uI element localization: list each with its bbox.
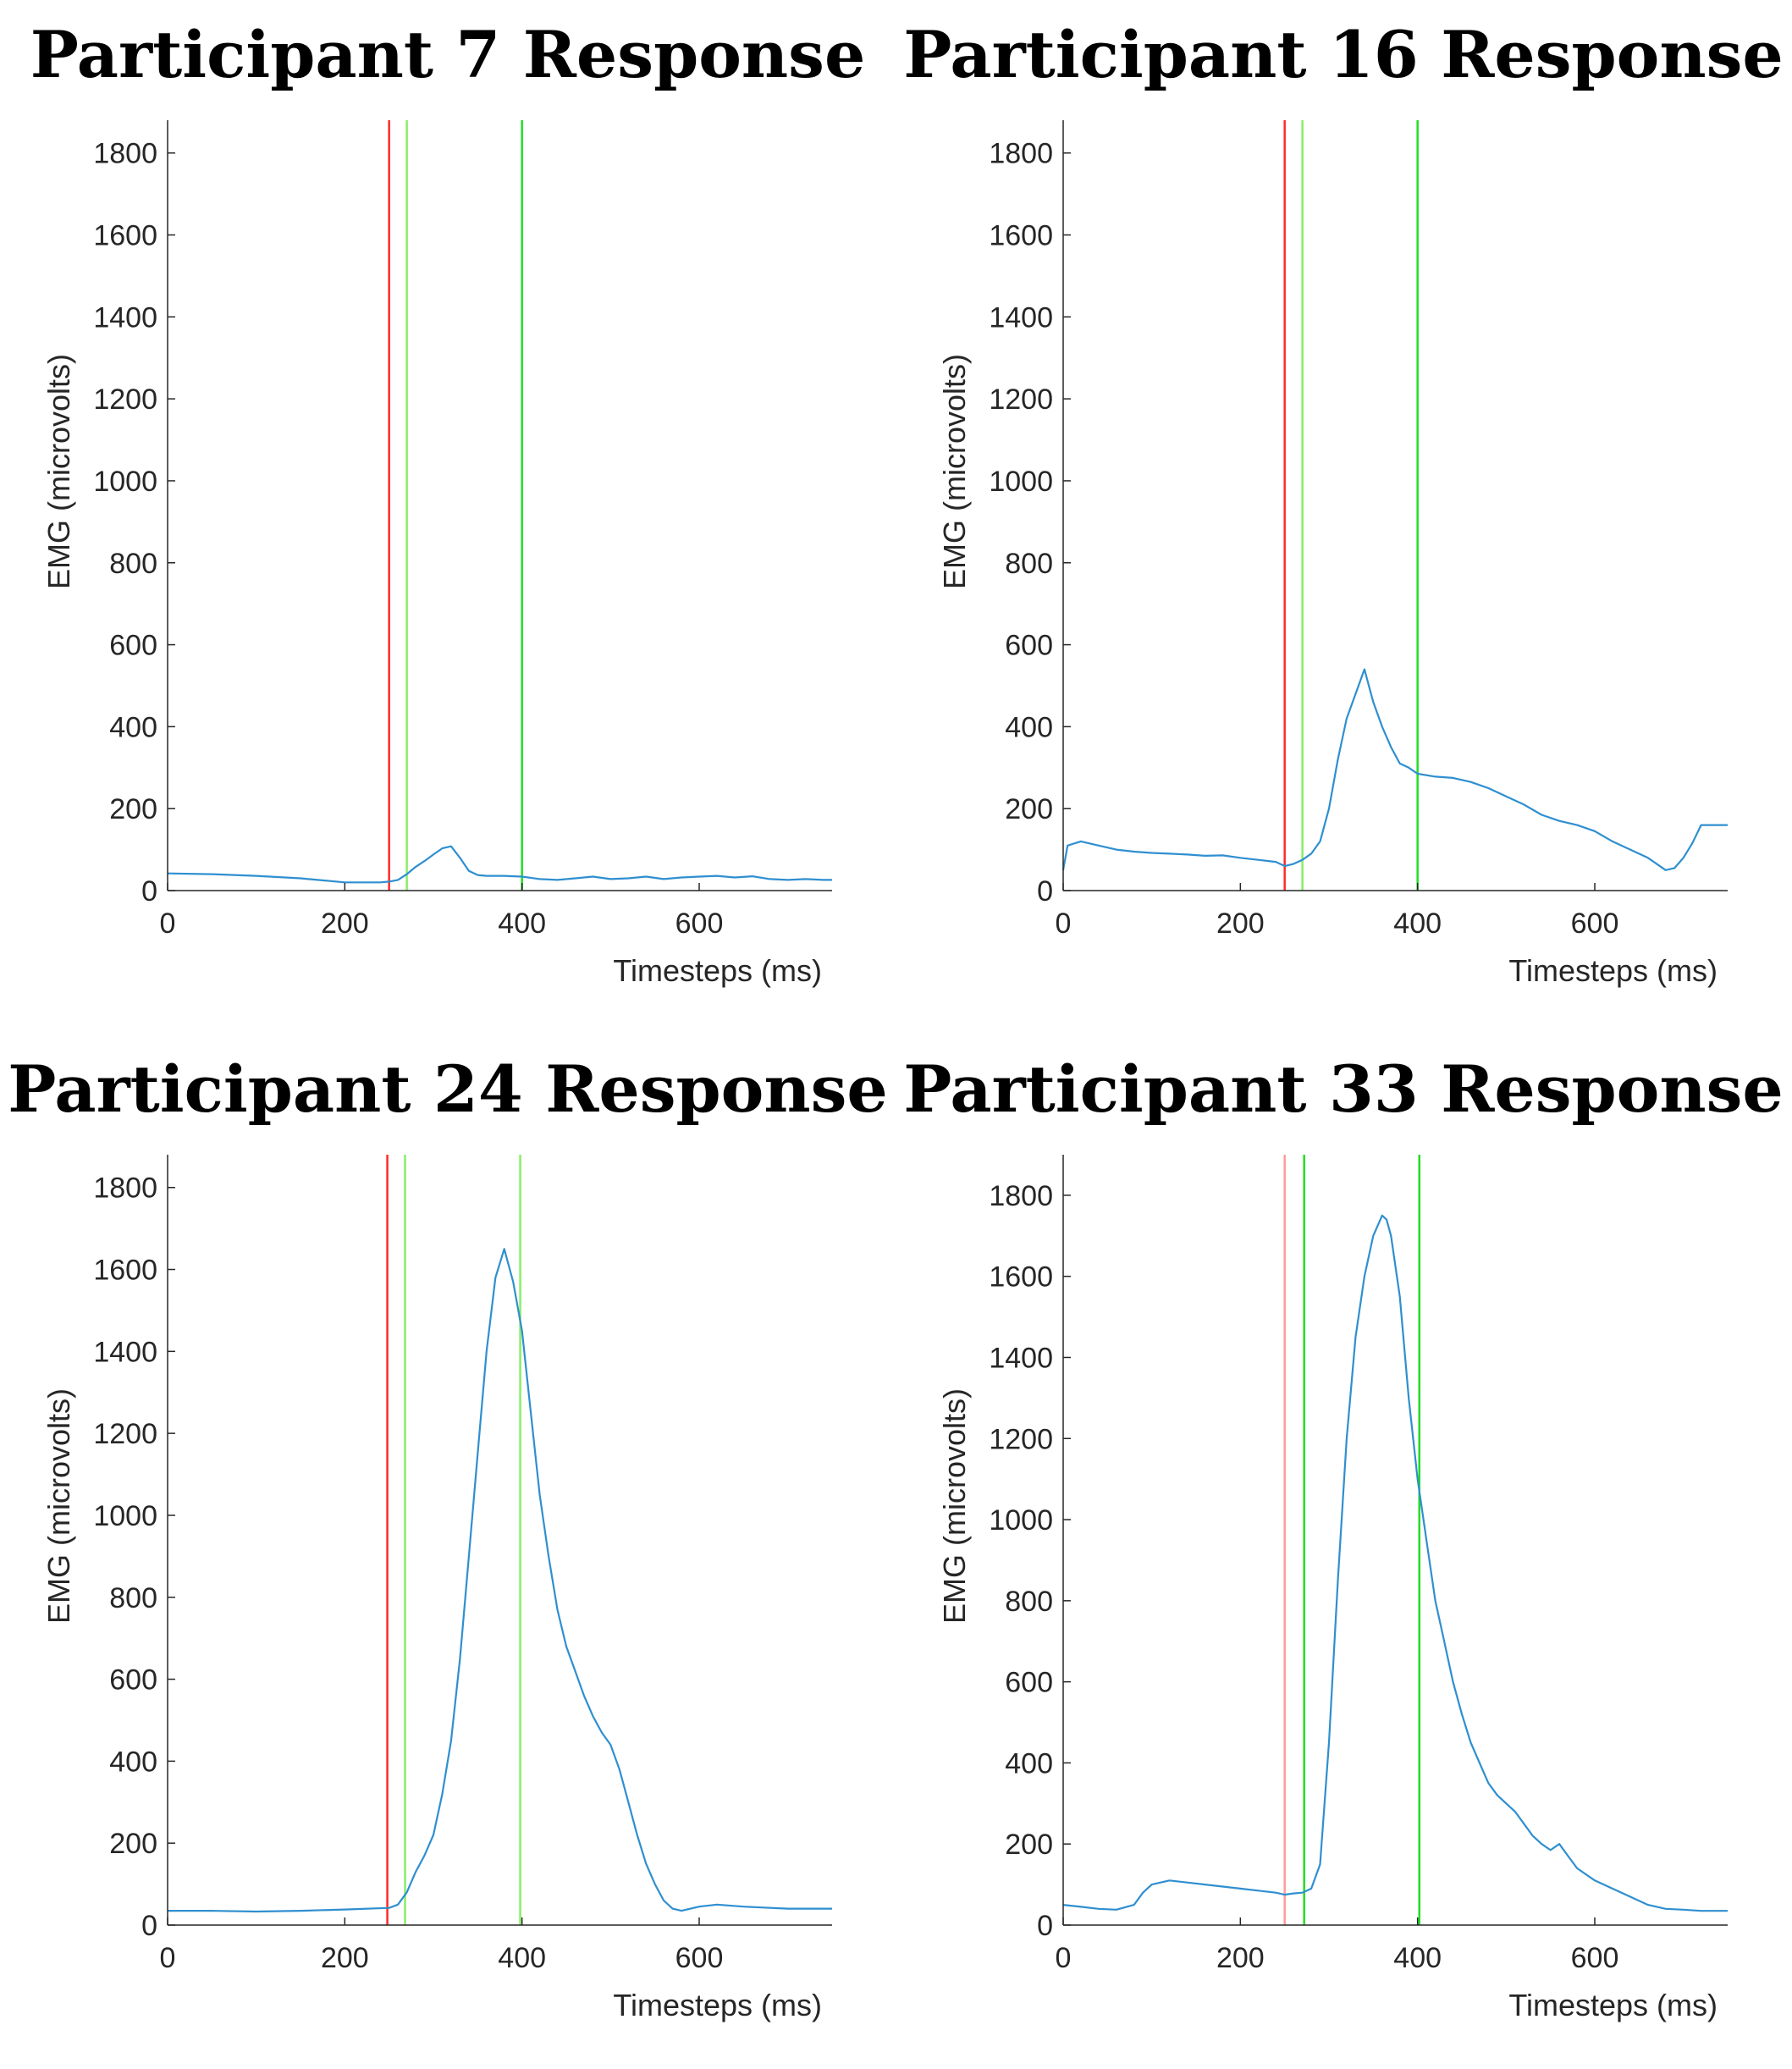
- x-tick-label: 400: [498, 908, 546, 940]
- x-tick-label: 200: [1216, 1942, 1265, 1974]
- y-tick-label: 1400: [93, 1336, 157, 1368]
- y-tick-label: 800: [1005, 1586, 1053, 1618]
- y-tick-label: 0: [141, 875, 157, 908]
- chart-panel-participant-24: Participant 24 Response 0 200 400 600 800 100…: [0, 1034, 896, 2069]
- x-axis-label: Timesteps (ms): [1508, 953, 1718, 988]
- x-tick-label: 600: [1571, 1942, 1619, 1974]
- y-tick-label: 800: [1005, 548, 1053, 580]
- plot-area: [1063, 1155, 1728, 1925]
- y-tick-label: 1600: [93, 1255, 157, 1287]
- y-tick-label: 1200: [93, 383, 157, 416]
- y-tick-label: 1800: [93, 138, 157, 170]
- y-tick-label: 400: [1005, 711, 1053, 743]
- chart-participant-16: 0 200 400 600 800 1000 1200 1400 1600 1800 0 200 400…: [937, 120, 1728, 988]
- chart-participant-33: 0 200 400 600 800 1000 1200 1400 1600 1800 0 200 400…: [937, 1155, 1728, 2022]
- chart-participant-24: 0 200 400 600 800 1000 1200 1400 1600 1800 0 200 400…: [41, 1155, 832, 2022]
- x-axis-label: Timesteps (ms): [1508, 1988, 1718, 2022]
- y-tick-label: 1800: [989, 1180, 1053, 1212]
- chart-panel-participant-33: Participant 33 Response 0 200 400 600 800 100…: [896, 1034, 1791, 2069]
- y-tick-label: 200: [109, 1828, 157, 1860]
- y-axis-label: EMG (microvolts): [937, 354, 972, 589]
- y-tick-label: 1000: [989, 466, 1053, 498]
- y-tick-label: 1600: [989, 1261, 1053, 1294]
- chart-title: Participant 24 Response: [8, 1051, 888, 1127]
- y-tick-label: 1000: [93, 1500, 157, 1532]
- x-tick-label: 200: [1216, 908, 1265, 940]
- y-tick-label: 1800: [93, 1172, 157, 1205]
- x-tick-label: 200: [321, 908, 369, 940]
- x-tick-label: 0: [1056, 1942, 1072, 1974]
- y-tick-label: 200: [1005, 793, 1053, 825]
- x-tick-label: 200: [321, 1942, 369, 1974]
- x-tick-label: 600: [1571, 908, 1619, 940]
- y-tick-label: 400: [109, 1746, 157, 1778]
- y-tick-label: 1800: [989, 138, 1053, 170]
- y-tick-label: 400: [109, 711, 157, 743]
- x-tick-label: 600: [675, 908, 724, 940]
- y-tick-label: 0: [1037, 875, 1053, 908]
- y-tick-label: 1000: [989, 1504, 1053, 1537]
- y-tick-label: 0: [1037, 1910, 1053, 1942]
- series-line-1: [168, 1248, 832, 1913]
- y-tick-label: 1000: [93, 466, 157, 498]
- series-line-1: [167, 845, 832, 884]
- series-line-1: [1062, 1214, 1728, 1912]
- y-tick-label: 1400: [93, 301, 157, 334]
- x-tick-label: 0: [160, 1942, 176, 1974]
- x-tick-label: 0: [160, 908, 176, 940]
- plot-area: [168, 120, 832, 891]
- x-tick-label: 600: [675, 1942, 724, 1974]
- chart-title: Participant 16 Response: [903, 17, 1784, 92]
- y-tick-label: 400: [1005, 1747, 1053, 1779]
- x-tick-label: 0: [1056, 908, 1072, 940]
- chart-title: Participant 7 Response: [30, 17, 866, 92]
- x-tick-label: 400: [498, 1942, 546, 1974]
- chart-participant-7: 0 200 400 600 800 1000 1200 1400 1600 1800 0 200 400…: [41, 120, 832, 988]
- y-tick-label: 1600: [989, 220, 1053, 252]
- y-tick-label: 600: [109, 630, 157, 662]
- y-tick-label: 1600: [93, 220, 157, 252]
- y-axis-label: EMG (microvolts): [41, 1388, 76, 1624]
- y-tick-label: 1400: [989, 301, 1053, 334]
- y-axis-label: EMG (microvolts): [937, 1388, 972, 1624]
- y-tick-label: 600: [1005, 1667, 1053, 1699]
- plot-area: [1063, 120, 1728, 891]
- x-axis-label: Timesteps (ms): [613, 1988, 822, 2022]
- chart-panel-participant-7: Participant 7 Response 0 200 400 600 800 1000…: [0, 0, 896, 1034]
- chart-panel-participant-16: Participant 16 Response 0 200 400 600 800 100…: [896, 0, 1791, 1034]
- y-tick-label: 1400: [989, 1342, 1053, 1374]
- y-tick-label: 1200: [93, 1418, 157, 1450]
- x-tick-label: 400: [1393, 908, 1442, 940]
- y-tick-label: 600: [109, 1664, 157, 1697]
- y-tick-label: 800: [109, 548, 157, 580]
- x-axis-label: Timesteps (ms): [613, 953, 822, 988]
- y-tick-label: 200: [109, 793, 157, 825]
- y-axis-label: EMG (microvolts): [41, 354, 76, 589]
- y-tick-label: 0: [141, 1910, 157, 1942]
- y-tick-label: 1200: [989, 1423, 1053, 1455]
- y-tick-label: 800: [109, 1582, 157, 1614]
- y-tick-label: 600: [1005, 630, 1053, 662]
- series-line-1: [1061, 668, 1728, 871]
- y-tick-label: 200: [1005, 1829, 1053, 1861]
- plot-area: [168, 1155, 832, 1925]
- x-tick-label: 400: [1393, 1942, 1442, 1974]
- y-tick-label: 1200: [989, 383, 1053, 416]
- chart-title: Participant 33 Response: [903, 1051, 1784, 1127]
